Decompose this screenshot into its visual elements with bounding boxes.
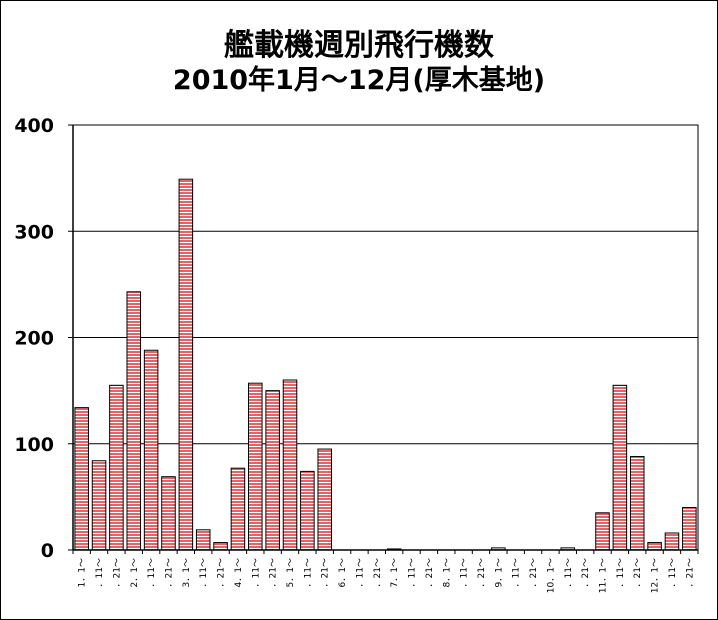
bar (248, 382, 263, 551)
x-tick-label: 7．1～ (390, 558, 400, 587)
y-tick-label: 0 (41, 540, 54, 562)
y-tick-label: 100 (14, 434, 54, 456)
bar (265, 390, 280, 551)
bar (195, 529, 211, 551)
x-tick-label: 2．1～ (130, 558, 140, 587)
bar (178, 178, 194, 551)
y-tick-label: 200 (14, 328, 54, 350)
y-tick-label: 300 (14, 221, 54, 243)
axes (68, 124, 699, 554)
x-tick-label: ．11～ (460, 558, 470, 587)
x-tick-label: ．11～ (512, 558, 522, 587)
x-tick-label: ．11～ (303, 558, 313, 587)
chart-title: 艦載機週別飛行機数 (224, 28, 494, 63)
x-tick-label: ．21～ (477, 558, 487, 587)
chart-subtitle: 2010年1月～12月(厚木基地) (172, 65, 546, 96)
bar (647, 542, 662, 551)
x-tick-label: ．11～ (564, 558, 574, 587)
x-tick-label: 8．1～ (442, 558, 452, 587)
bar (629, 456, 645, 551)
x-tick-label: ．11～ (147, 558, 157, 587)
x-tick-label: ．21～ (633, 558, 643, 587)
x-tick-label: ．11～ (95, 558, 105, 587)
x-tick-label: ．11～ (616, 558, 626, 587)
x-tick-label: 5．1～ (286, 558, 296, 587)
bar (595, 512, 610, 551)
x-tick-label: 12．1～ (651, 558, 661, 593)
bar (126, 291, 142, 551)
bar (74, 407, 89, 551)
x-tick-label: ．21～ (529, 558, 539, 587)
bar (612, 384, 628, 551)
x-tick-label: 4．1～ (234, 558, 244, 587)
x-tick-label: ．11～ (199, 558, 209, 587)
x-tick-label: ．21～ (321, 558, 331, 587)
x-tick-label: 11．1～ (599, 558, 609, 593)
bar (213, 542, 228, 551)
y-tick-label: 400 (14, 115, 54, 137)
x-tick-label: ．11～ (668, 558, 678, 587)
x-tick-label: ．21～ (217, 558, 227, 587)
bar (300, 470, 315, 551)
x-tick-label: ．21～ (373, 558, 383, 587)
y-tick-labels: 0 100 200 300 400 (14, 115, 54, 562)
bar (161, 476, 176, 551)
x-tick-label: 1．1～ (78, 558, 88, 587)
x-tick-label: 6．1～ (338, 558, 348, 587)
x-tick-label: ．11～ (355, 558, 365, 587)
x-tick-label: ．11～ (251, 558, 261, 587)
bar (109, 384, 124, 551)
x-tick-label: 10．1～ (546, 558, 556, 593)
x-tick-label: ．21～ (112, 558, 122, 587)
bar (143, 349, 159, 551)
x-tick-label: ．21～ (164, 558, 174, 587)
bar (282, 379, 298, 551)
bars (74, 178, 697, 551)
bar (91, 460, 107, 551)
bar (230, 467, 246, 551)
bar (682, 507, 697, 551)
grid-lines (73, 124, 698, 445)
x-tick-label: ．21～ (269, 558, 279, 587)
x-tick-label: 9．1～ (494, 558, 504, 587)
x-tick-label: ．21～ (685, 558, 695, 587)
x-tick-label: ．21～ (581, 558, 591, 587)
bar (664, 532, 680, 551)
bar (317, 448, 333, 551)
x-tick-label: ．21～ (425, 558, 435, 587)
x-tick-label: ．11～ (408, 558, 418, 587)
x-tick-labels: 1．1～ ．11～ ．21～ 2．1～ ．11～ ．21～ 3．1～ ．11～ ．21～ 4．1～… (78, 558, 696, 593)
x-tick-label: 3．1～ (182, 558, 192, 587)
